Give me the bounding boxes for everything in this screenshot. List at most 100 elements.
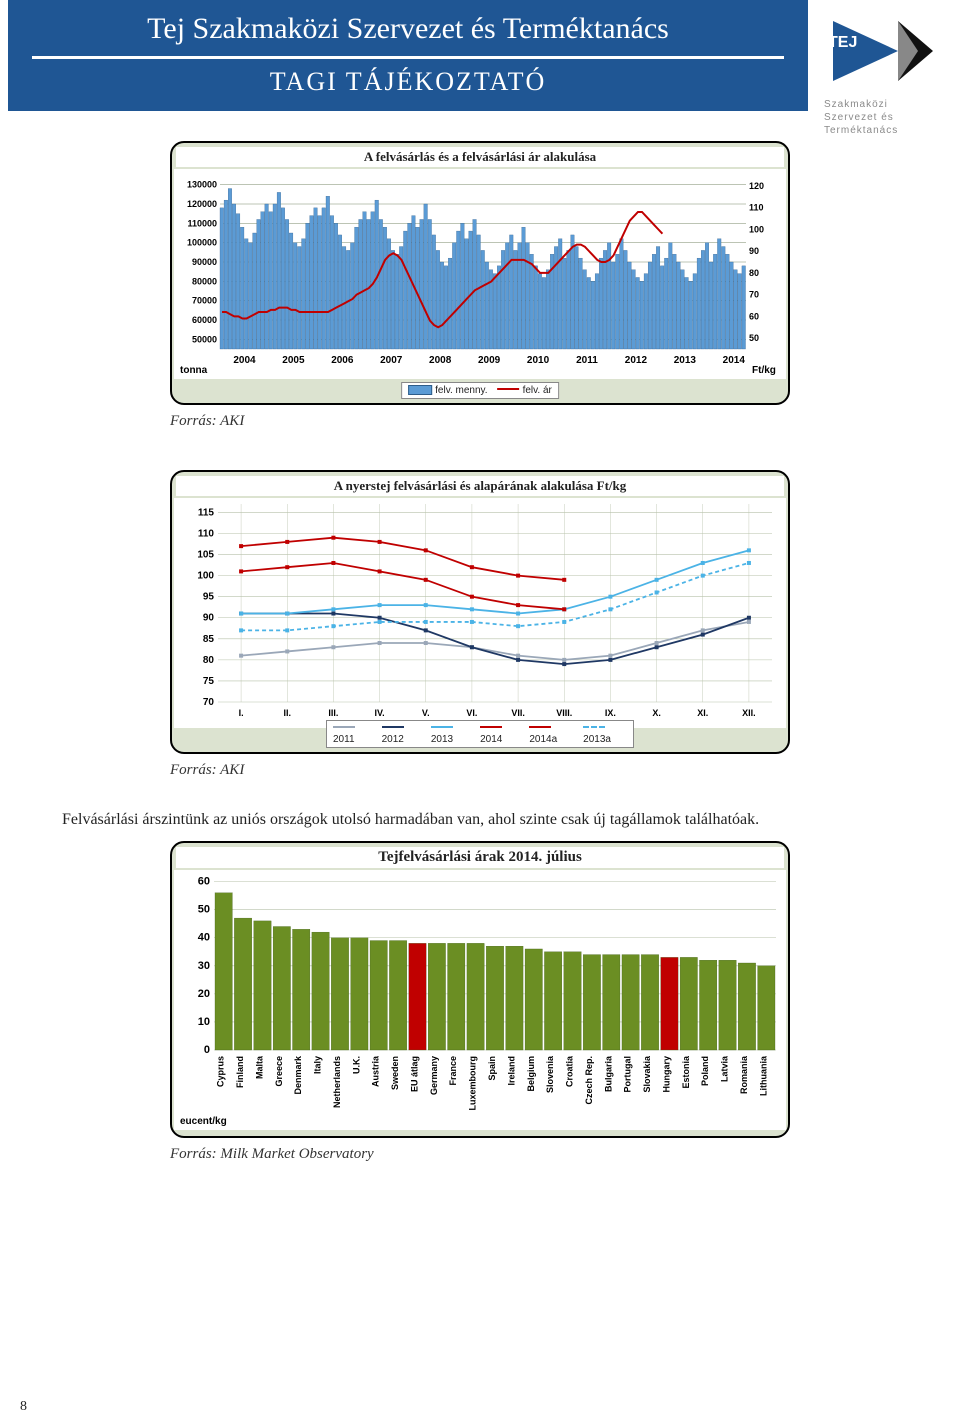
svg-text:Croatia: Croatia bbox=[565, 1055, 575, 1087]
svg-text:90: 90 bbox=[203, 613, 215, 624]
svg-text:Spain: Spain bbox=[487, 1056, 497, 1081]
svg-text:20: 20 bbox=[198, 988, 210, 1000]
logo-box: TEJ Szakmaközi Szervezet és Terméktanács bbox=[818, 0, 948, 150]
svg-text:IV.: IV. bbox=[374, 708, 384, 718]
svg-text:2011: 2011 bbox=[576, 355, 598, 366]
svg-text:VIII.: VIII. bbox=[556, 708, 572, 718]
svg-text:III.: III. bbox=[328, 708, 338, 718]
svg-text:Portugal: Portugal bbox=[623, 1056, 633, 1093]
svg-text:Romania: Romania bbox=[739, 1055, 749, 1094]
svg-text:X.: X. bbox=[652, 708, 661, 718]
svg-text:2006: 2006 bbox=[331, 355, 354, 366]
svg-text:90000: 90000 bbox=[192, 257, 217, 267]
svg-text:IX.: IX. bbox=[605, 708, 616, 718]
svg-text:2007: 2007 bbox=[380, 355, 403, 366]
svg-text:40: 40 bbox=[198, 932, 210, 944]
header-subtitle: TAGI TÁJÉKOZTATÓ bbox=[8, 67, 808, 103]
chart3-title: Tejfelvásárlási árak 2014. július bbox=[176, 847, 784, 868]
svg-text:70: 70 bbox=[749, 290, 759, 300]
svg-text:110: 110 bbox=[198, 528, 215, 539]
svg-text:Bulgaria: Bulgaria bbox=[603, 1055, 613, 1092]
svg-text:100: 100 bbox=[197, 571, 214, 582]
svg-text:80: 80 bbox=[203, 655, 215, 666]
svg-text:Finland: Finland bbox=[235, 1056, 245, 1088]
svg-text:Belgium: Belgium bbox=[526, 1056, 536, 1092]
chart1-title: A felvásárlás és a felvásárlási ár alaku… bbox=[176, 147, 784, 167]
chart1-plot: 5000060000700008000090000100000110000120… bbox=[174, 169, 786, 379]
svg-text:130000: 130000 bbox=[187, 180, 217, 190]
chart1-source: Forrás: AKI bbox=[170, 413, 960, 430]
svg-text:Italy: Italy bbox=[313, 1056, 323, 1074]
svg-text:120000: 120000 bbox=[187, 199, 217, 209]
svg-text:10: 10 bbox=[198, 1016, 210, 1028]
svg-text:110: 110 bbox=[749, 203, 764, 213]
svg-text:110000: 110000 bbox=[187, 218, 217, 228]
svg-text:2008: 2008 bbox=[429, 355, 452, 366]
chart2-source: Forrás: AKI bbox=[170, 762, 960, 779]
logo-subtext-1: Szakmaközi bbox=[818, 98, 948, 111]
svg-text:70000: 70000 bbox=[192, 296, 217, 306]
header-divider bbox=[32, 56, 784, 59]
svg-text:80: 80 bbox=[749, 268, 759, 278]
svg-text:120: 120 bbox=[749, 181, 764, 191]
svg-text:50: 50 bbox=[198, 904, 210, 916]
svg-text:Hungary: Hungary bbox=[661, 1056, 671, 1093]
svg-text:Sweden: Sweden bbox=[390, 1056, 400, 1090]
svg-text:Estonia: Estonia bbox=[681, 1055, 691, 1089]
svg-text:Netherlands: Netherlands bbox=[332, 1056, 342, 1108]
header-title: Tej Szakmaközi Szervezet és Terméktanács bbox=[8, 10, 808, 52]
svg-text:Slovenia: Slovenia bbox=[545, 1055, 555, 1093]
svg-text:XII.: XII. bbox=[742, 708, 756, 718]
svg-text:95: 95 bbox=[203, 592, 215, 603]
legend-series-label: 2013a bbox=[583, 734, 611, 745]
chart3-plot: 0102030405060CyprusFinlandMaltaGreeceDen… bbox=[174, 870, 786, 1130]
svg-text:V.: V. bbox=[422, 708, 430, 718]
legend-series-label: 2014a bbox=[529, 734, 557, 745]
svg-text:70: 70 bbox=[203, 697, 215, 708]
svg-text:2005: 2005 bbox=[282, 355, 305, 366]
svg-text:115: 115 bbox=[198, 507, 215, 518]
svg-text:Poland: Poland bbox=[700, 1056, 710, 1086]
svg-text:VI.: VI. bbox=[466, 708, 477, 718]
svg-text:85: 85 bbox=[203, 634, 215, 645]
chart1-legend: felv. menny. felv. ár bbox=[401, 382, 559, 399]
chart2-title: A nyerstej felvásárlási és alapárának al… bbox=[176, 476, 784, 496]
svg-text:II.: II. bbox=[283, 708, 291, 718]
svg-text:Germany: Germany bbox=[429, 1056, 439, 1095]
svg-text:tonna: tonna bbox=[180, 365, 208, 376]
svg-text:Greece: Greece bbox=[274, 1056, 284, 1087]
svg-text:2009: 2009 bbox=[478, 355, 501, 366]
legend-series-label: 2011 bbox=[333, 734, 355, 745]
svg-text:60: 60 bbox=[749, 311, 759, 321]
legend-series-label: 2013 bbox=[431, 734, 453, 745]
svg-text:Austria: Austria bbox=[371, 1055, 381, 1087]
svg-text:2010: 2010 bbox=[527, 355, 550, 366]
svg-text:Cyprus: Cyprus bbox=[216, 1056, 226, 1087]
svg-text:50000: 50000 bbox=[192, 334, 217, 344]
svg-text:Slovakia: Slovakia bbox=[642, 1055, 652, 1093]
svg-text:Ft/kg: Ft/kg bbox=[752, 365, 776, 376]
svg-text:105: 105 bbox=[197, 550, 214, 561]
legend-series-label: 2014 bbox=[480, 734, 502, 745]
svg-text:60000: 60000 bbox=[192, 315, 217, 325]
page-number: 8 bbox=[20, 1399, 27, 1415]
svg-text:eucent/kg: eucent/kg bbox=[180, 1116, 227, 1127]
svg-text:60: 60 bbox=[198, 876, 210, 888]
logo-subtext-2: Szervezet és bbox=[818, 111, 948, 124]
svg-text:50: 50 bbox=[749, 333, 759, 343]
svg-text:I.: I. bbox=[239, 708, 244, 718]
svg-text:Malta: Malta bbox=[254, 1055, 264, 1079]
svg-text:Luxembourg: Luxembourg bbox=[468, 1056, 478, 1111]
legend-line-label: felv. ár bbox=[523, 385, 552, 396]
chart-felvasarlas: A felvásárlás és a felvásárlási ár alaku… bbox=[170, 141, 790, 405]
svg-text:100000: 100000 bbox=[187, 238, 217, 248]
svg-text:U.K.: U.K. bbox=[351, 1056, 361, 1074]
svg-text:75: 75 bbox=[203, 676, 215, 687]
svg-text:2004: 2004 bbox=[233, 355, 256, 366]
header-banner: Tej Szakmaközi Szervezet és Terméktanács… bbox=[8, 0, 808, 111]
chart2-legend: 20112012201320142014a2013a bbox=[326, 720, 634, 748]
svg-text:2012: 2012 bbox=[625, 355, 648, 366]
svg-text:XI.: XI. bbox=[697, 708, 708, 718]
logo-text: TEJ bbox=[828, 34, 857, 52]
svg-text:Denmark: Denmark bbox=[293, 1055, 303, 1095]
